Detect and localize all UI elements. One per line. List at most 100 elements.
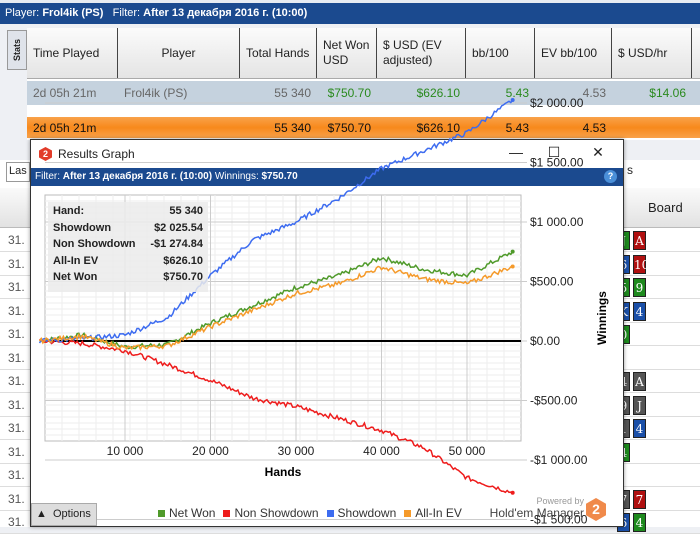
info-label: Hand: bbox=[53, 205, 85, 217]
legend-item[interactable]: Non Showdown bbox=[223, 506, 319, 520]
column-header[interactable]: Time Played bbox=[27, 28, 118, 78]
y-tick-label: -$1 500.00 bbox=[530, 513, 588, 527]
filter-value: After 13 декабря 2016 г. (10:00) bbox=[62, 171, 213, 182]
range-dropdown[interactable]: Las bbox=[6, 162, 30, 182]
info-row: Non Showdown -$1 274.84 bbox=[53, 238, 203, 255]
board-card: 4 bbox=[633, 301, 646, 321]
board-card: 4 bbox=[633, 419, 646, 438]
chart-legend: Net Won Non Showdown Showdown All-In EV bbox=[158, 506, 462, 520]
column-header[interactable]: $ USD/hr bbox=[612, 28, 692, 78]
row-date: 31. bbox=[8, 444, 25, 459]
series-line-net-won bbox=[39, 251, 514, 350]
legend-label: Non Showdown bbox=[234, 506, 319, 520]
table-cell: 55 340 bbox=[274, 86, 311, 100]
help-icon[interactable]: ? bbox=[604, 170, 617, 183]
info-value: $2 025.54 bbox=[154, 221, 203, 234]
info-row: All-In EV $626.10 bbox=[53, 255, 203, 272]
y-tick-label: $1 000.00 bbox=[530, 215, 584, 229]
info-value: 55 340 bbox=[169, 205, 203, 217]
options-button[interactable]: ▲ Options bbox=[31, 503, 97, 526]
y-axis-title: Winnings bbox=[595, 291, 609, 345]
table-cell: 2d 05h 21m bbox=[33, 86, 97, 100]
column-header[interactable]: Player bbox=[118, 28, 240, 78]
info-value: -$1 274.84 bbox=[150, 238, 203, 250]
series-line-all-in-ev bbox=[38, 265, 513, 351]
info-value: $750.70 bbox=[163, 271, 203, 283]
window-title: Results Graph bbox=[58, 147, 135, 161]
table-cell: 4.53 bbox=[582, 86, 606, 100]
brand-name: Hold'em Manager bbox=[489, 506, 584, 520]
info-value: $626.10 bbox=[163, 254, 203, 267]
window-titlebar[interactable]: 2 Results Graph — ☐ ✕ bbox=[31, 140, 623, 168]
board-card: 7 bbox=[633, 489, 646, 509]
player-filter-bar: Player: Frol4ik (PS) Filter: After 13 де… bbox=[0, 0, 700, 24]
table-cell: 5.43 bbox=[505, 120, 529, 135]
y-tick-label: $2 000.00 bbox=[530, 96, 584, 110]
board-card: 10 bbox=[633, 254, 649, 274]
options-label: Options bbox=[53, 508, 91, 520]
row-date: 31. bbox=[8, 515, 25, 529]
board-card: A bbox=[633, 372, 646, 391]
row-date: 31. bbox=[8, 327, 25, 341]
series-end-point bbox=[510, 97, 515, 102]
column-header[interactable]: Net Won USD bbox=[317, 28, 377, 78]
x-tick-label: 20 000 bbox=[192, 444, 229, 458]
filter-label: Filter: bbox=[35, 171, 60, 182]
table-cell: Frol4ik (PS) bbox=[124, 86, 188, 100]
filter-value: After 13 декабря 2016 г. (10:00) bbox=[143, 7, 308, 19]
legend-label: Showdown bbox=[337, 506, 397, 520]
legend-item[interactable]: Net Won bbox=[158, 506, 215, 520]
x-tick-label: 30 000 bbox=[278, 444, 315, 458]
y-tick-label: -$500.00 bbox=[530, 394, 578, 408]
close-button[interactable]: ✕ bbox=[592, 144, 604, 160]
legend-label: Net Won bbox=[169, 506, 216, 520]
table-cell: $626.10 bbox=[416, 120, 460, 135]
row-date: 31. bbox=[8, 280, 25, 294]
x-tick-label: 40 000 bbox=[363, 444, 400, 458]
legend-swatch-icon bbox=[326, 510, 334, 517]
row-date: 31. bbox=[8, 397, 25, 412]
series-end-point bbox=[510, 249, 515, 254]
series-line-showdown bbox=[38, 99, 514, 344]
minimize-button[interactable]: — bbox=[509, 144, 523, 160]
row-date: 31. bbox=[8, 233, 25, 247]
info-label: Non Showdown bbox=[53, 238, 136, 250]
legend-swatch-icon bbox=[158, 510, 165, 517]
table-row[interactable]: 2d 05h 21m Frol4ik (PS) 55 340 $750.70 $626.… bbox=[27, 81, 700, 105]
row-date: 31. bbox=[8, 421, 25, 435]
info-row: Hand: 55 340 bbox=[53, 205, 203, 222]
maximize-button[interactable]: ☐ bbox=[547, 144, 561, 160]
info-row: Showdown $2 025.54 bbox=[53, 222, 203, 239]
info-panel: Hand: 55 340 Showdown $2 025.54 Non Showdown… bbox=[48, 202, 208, 292]
row-date: 31. bbox=[8, 491, 25, 506]
table-cell: 55 340 bbox=[274, 120, 311, 135]
y-tick-label: $500.00 bbox=[530, 275, 574, 289]
table-header: Time Played Player Total Hands Net Won USD $… bbox=[27, 28, 700, 79]
info-label: Showdown bbox=[53, 221, 112, 234]
y-tick-label: $0.00 bbox=[530, 334, 560, 348]
player-label: Player: bbox=[5, 7, 40, 19]
powered-by-label: Powered by bbox=[536, 496, 584, 506]
x-axis-title: Hands bbox=[265, 465, 302, 479]
board-card: 9 bbox=[633, 278, 646, 297]
x-tick-label: 10 000 bbox=[107, 444, 144, 458]
column-header[interactable]: EV bb/100 bbox=[535, 28, 612, 78]
legend-item[interactable]: All-In EV bbox=[404, 506, 462, 520]
legend-swatch-icon bbox=[404, 510, 412, 517]
series-end-point bbox=[510, 264, 515, 269]
column-header[interactable]: $ USD (EV adjusted) bbox=[377, 28, 466, 78]
y-tick-label: -$1 000.00 bbox=[530, 453, 588, 467]
legend-item[interactable]: Showdown bbox=[326, 506, 397, 520]
filter-label: Filter: bbox=[112, 7, 141, 19]
table-cell: $750.70 bbox=[327, 120, 371, 135]
column-header[interactable]: Total Hands bbox=[240, 28, 317, 78]
board-header[interactable]: Board bbox=[648, 200, 683, 215]
board-card: J bbox=[633, 395, 646, 415]
stats-table: Time Played Player Total Hands Net Won USD $… bbox=[27, 28, 700, 140]
hem-brand-logo-icon: 2 bbox=[586, 498, 606, 521]
player-name: Frol4ik (PS) bbox=[42, 7, 104, 19]
powered-by: Powered by Hold'em Manager bbox=[490, 496, 584, 520]
column-header[interactable]: bb/100 bbox=[466, 28, 535, 78]
legend-swatch-icon bbox=[223, 510, 231, 517]
winnings-label: Winnings: bbox=[214, 171, 259, 182]
